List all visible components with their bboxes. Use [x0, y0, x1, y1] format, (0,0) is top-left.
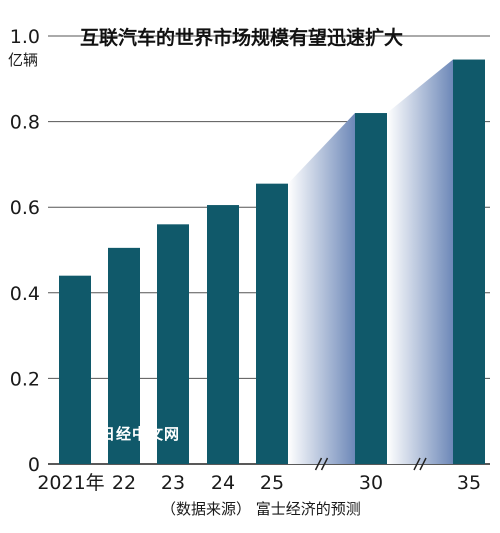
source-note: （数据来源） 富士经济的预测	[161, 500, 361, 518]
chart-title: 互联汽车的世界市场规模有望迅速扩大	[80, 26, 403, 49]
forecast-band	[288, 113, 355, 464]
x-tick-label: 2021年	[37, 472, 104, 494]
axis-break-mark	[413, 457, 421, 471]
bar-2021年	[59, 275, 91, 464]
x-tick-label: 23	[161, 472, 185, 494]
y-tick-label: 0.6	[10, 197, 40, 219]
axis-breaks	[314, 457, 427, 471]
y-axis-unit: 亿辆	[8, 51, 38, 69]
forecast-band	[387, 59, 453, 464]
bar-23	[157, 224, 189, 464]
x-tick-label: 25	[260, 472, 284, 494]
y-tick-label: 0.2	[10, 368, 40, 390]
x-tick-labels: 2021年 22 23 24 25 30 35	[37, 472, 481, 494]
bar-22	[108, 247, 140, 464]
axis-break-mark	[419, 457, 427, 471]
x-tick-label: 22	[112, 472, 136, 494]
watermark: 日经中文网	[100, 425, 180, 443]
axis-break-mark	[314, 457, 323, 471]
axis-break-mark	[320, 457, 329, 471]
y-tick-label: 0.8	[10, 112, 40, 134]
bar-30	[355, 113, 387, 464]
y-tick-labels: 0 0.2 0.4 0.6 0.8 1.0	[10, 26, 40, 476]
x-tick-label: 30	[359, 472, 383, 494]
bar-35	[453, 59, 485, 464]
y-tick-label: 1.0	[10, 26, 40, 48]
x-tick-label: 24	[211, 472, 235, 494]
y-tick-label: 0.4	[10, 283, 40, 305]
forecast-bands	[288, 59, 453, 464]
bars	[59, 59, 485, 464]
y-tick-label: 0	[28, 454, 40, 476]
bar-25	[256, 183, 288, 464]
x-tick-label: 35	[457, 472, 481, 494]
bar-24	[207, 205, 239, 464]
